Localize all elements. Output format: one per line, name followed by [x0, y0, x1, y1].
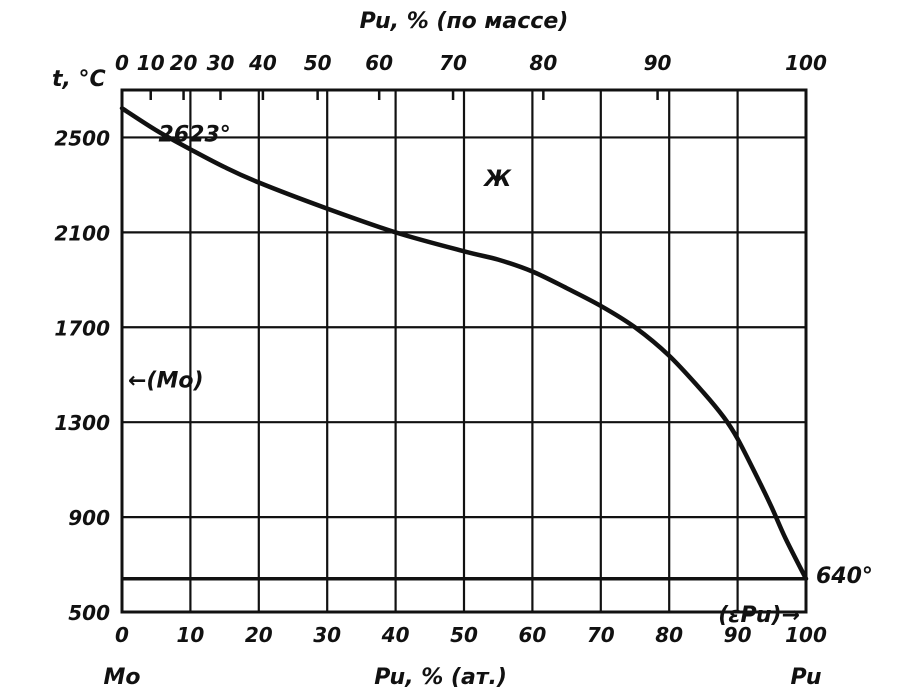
x-tick-label: 20 [245, 623, 273, 647]
plot-frame [120, 88, 808, 614]
annotation-label: 2623° [159, 123, 231, 148]
annotation-label: 640° [816, 564, 873, 589]
annotation-label: ←(Mo) [128, 368, 204, 393]
top-tick-label: 0 [115, 51, 129, 75]
annotation-label: (εPu)→ [718, 603, 800, 628]
annotation-label: Ж [482, 167, 512, 192]
x-tick-label: 10 [176, 623, 204, 647]
top-tick-label: 20 [170, 51, 198, 75]
x-tick-label: 80 [655, 623, 683, 647]
top-tick-label: 80 [529, 51, 557, 75]
x-tick-label: 40 [381, 623, 410, 647]
top-tick-labels: 0 10 20 30 40 50 60 70 80 90 100 [115, 51, 827, 75]
top-tick-label: 40 [248, 51, 277, 75]
y-axis-title: t, °C [52, 67, 106, 92]
x-right-element-label: Pu [790, 665, 821, 690]
y-tick-label: 2500 [54, 126, 110, 150]
liquidus-curve [119, 106, 809, 582]
x-tick-label: 70 [587, 623, 615, 647]
x-tick-label: 90 [724, 623, 752, 647]
y-tick-label: 900 [68, 506, 110, 530]
y-tick-label: 1700 [54, 316, 110, 340]
top-tick-label: 100 [785, 51, 827, 75]
grid [122, 90, 806, 612]
top-axis-title: Pu, % (по массе) [360, 9, 569, 34]
top-tick-label: 90 [644, 51, 672, 75]
y-tick-labels: 500 900 1300 1700 2100 2500 [54, 126, 110, 625]
top-tick-label: 70 [439, 51, 467, 75]
y-tick-label: 1300 [54, 411, 110, 435]
x-tick-label: 30 [313, 623, 341, 647]
y-tick-label: 500 [68, 601, 110, 625]
x-axis-title: Pu, % (ат.) [374, 665, 507, 690]
top-tick-label: 60 [365, 51, 393, 75]
x-tick-labels: 0 10 20 30 40 50 60 70 80 90 100 [115, 623, 827, 647]
x-tick-label: 60 [518, 623, 546, 647]
y-tick-label: 2100 [54, 221, 110, 245]
top-tick-label: 10 [137, 51, 165, 75]
x-tick-label: 50 [450, 623, 478, 647]
top-tick-label: 50 [304, 51, 332, 75]
x-left-element-label: Mo [103, 665, 140, 690]
top-axis-ticks [120, 90, 808, 100]
annotations: 2623° Ж ←(Mo) 640° (εPu)→ [128, 123, 873, 628]
x-tick-label: 100 [785, 623, 827, 647]
top-tick-label: 30 [207, 51, 235, 75]
x-tick-label: 0 [115, 623, 129, 647]
